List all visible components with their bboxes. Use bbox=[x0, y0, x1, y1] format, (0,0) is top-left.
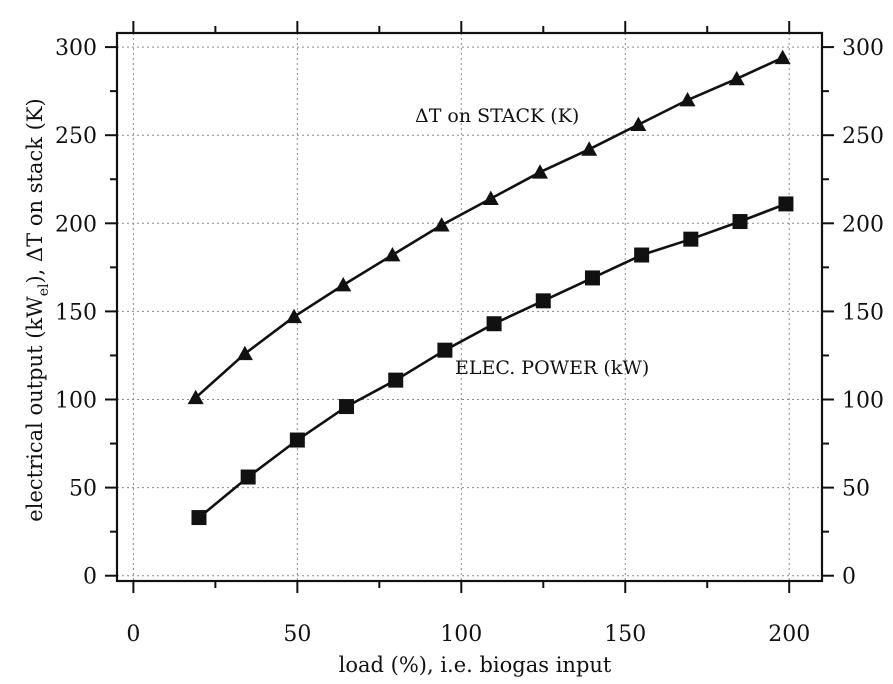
x-axis-title: load (%), i.e. biogas input bbox=[339, 653, 612, 677]
data-point-triangle bbox=[433, 217, 450, 232]
data-point-square bbox=[191, 510, 207, 526]
data-point-triangle bbox=[630, 116, 647, 132]
y-tick-label-left: 150 bbox=[55, 300, 97, 325]
data-point-triangle bbox=[187, 389, 204, 405]
data-point-triangle bbox=[728, 70, 745, 86]
y-tick-label-right: 50 bbox=[842, 477, 870, 502]
data-point-triangle bbox=[236, 345, 253, 361]
y-axis-title-left: electrical output (kWel), ΔT on stack (K… bbox=[23, 98, 52, 521]
x-tick-label: 50 bbox=[283, 622, 311, 647]
data-point-square bbox=[634, 247, 650, 263]
y-tick-label-left: 0 bbox=[83, 565, 97, 590]
data-point-square bbox=[339, 399, 355, 415]
data-point-triangle bbox=[286, 308, 303, 324]
y-tick-label-right: 250 bbox=[842, 124, 884, 149]
data-point-square bbox=[584, 270, 600, 286]
y-tick-label-right: 200 bbox=[842, 212, 884, 237]
series-label-dt-on-stack: ΔT on STACK (K) bbox=[415, 105, 579, 127]
data-point-square bbox=[289, 432, 305, 448]
y-tick-label-right: 300 bbox=[842, 36, 884, 61]
data-point-triangle bbox=[482, 190, 499, 206]
data-point-triangle bbox=[384, 247, 401, 262]
y-axis-title-part2: ), ΔT on stack (K) bbox=[23, 98, 47, 283]
plot-frame bbox=[115, 31, 824, 583]
x-tick-label: 100 bbox=[440, 622, 482, 647]
data-point-square bbox=[388, 372, 404, 388]
x-tick-label: 200 bbox=[768, 622, 810, 647]
series-dt-on-stack bbox=[187, 49, 791, 405]
y-tick-label-right: 0 bbox=[842, 565, 856, 590]
data-point-square bbox=[240, 469, 256, 485]
y-axis-title-part1: electrical output (kW bbox=[23, 296, 47, 522]
x-tick-label: 0 bbox=[126, 622, 140, 647]
data-point-square bbox=[778, 196, 794, 212]
y-tick-label-left: 300 bbox=[55, 36, 97, 61]
data-point-square bbox=[535, 293, 551, 309]
axis-ticks bbox=[105, 21, 834, 593]
data-point-triangle bbox=[335, 276, 352, 292]
y-tick-label-right: 100 bbox=[842, 389, 884, 414]
data-point-triangle bbox=[532, 164, 548, 179]
y-tick-label-left: 250 bbox=[55, 124, 97, 149]
data-point-triangle bbox=[581, 141, 598, 156]
data-point-square bbox=[732, 214, 748, 230]
series-elec-power bbox=[191, 196, 794, 526]
y-tick-label-left: 50 bbox=[69, 477, 97, 502]
series-label-elec-power: ELEC. POWER (kW) bbox=[455, 357, 649, 379]
y-axis-title-subscript: el bbox=[36, 283, 52, 296]
x-tick-label: 150 bbox=[604, 622, 646, 647]
data-point-square bbox=[486, 316, 502, 332]
y-tick-label-left: 100 bbox=[55, 389, 97, 414]
series bbox=[187, 49, 794, 526]
y-tick-label-right: 150 bbox=[842, 300, 884, 325]
data-point-square bbox=[437, 342, 453, 358]
tick-labels: 0 50 100 150 200 0 50 100 150 200 250 300 0 50 100 150 2… bbox=[55, 36, 884, 647]
data-point-triangle bbox=[679, 91, 696, 107]
y-tick-label-left: 200 bbox=[55, 212, 97, 237]
grid bbox=[117, 33, 822, 581]
data-point-square bbox=[683, 231, 699, 247]
data-point-triangle bbox=[774, 49, 791, 65]
